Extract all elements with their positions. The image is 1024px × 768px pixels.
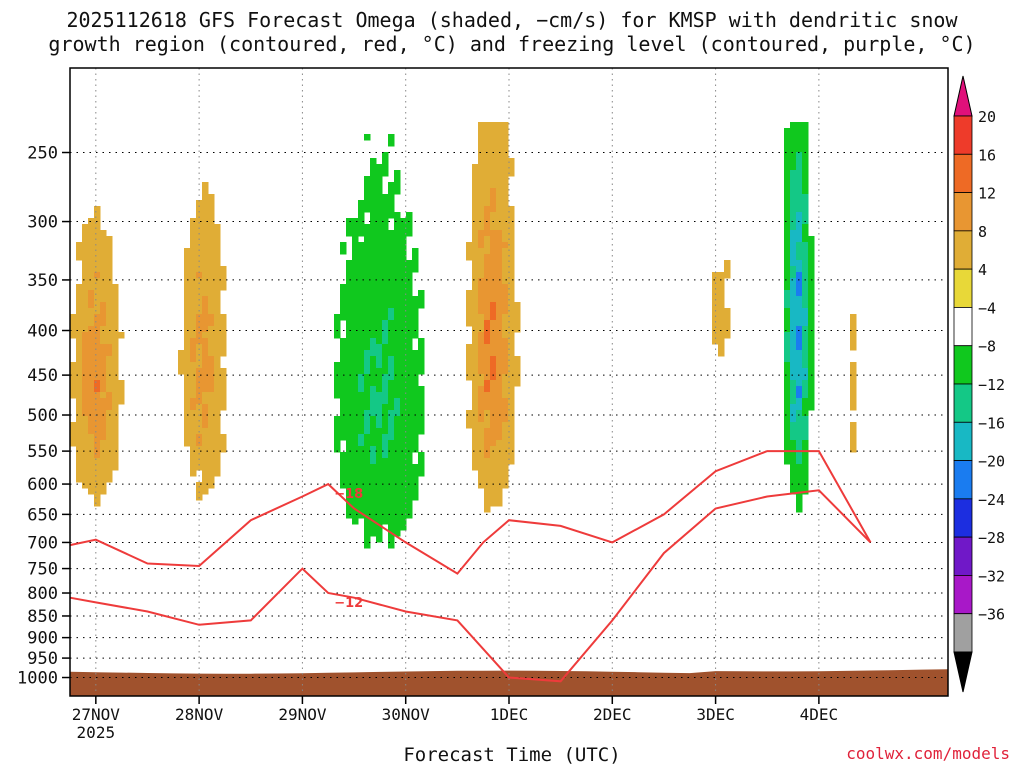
credit-link[interactable]: coolwx.com/models	[846, 744, 1010, 763]
y-tick-label-450: 450	[27, 366, 58, 386]
colorbar-swatch-11	[953, 536, 973, 576]
y-tick-label-750: 750	[27, 560, 58, 580]
colorbar-swatch-9	[953, 460, 973, 500]
colorbar-label-5: −4	[978, 299, 996, 317]
y-tick-label-800: 800	[27, 584, 58, 604]
y-tick-label-350: 350	[27, 271, 58, 291]
isotherm-label-1: −12	[334, 596, 363, 611]
colorbar-label-1: 16	[978, 146, 996, 164]
pressure-axis: 2503003504004505005506006507007508008509…	[17, 144, 70, 689]
colorbar-swatch-4	[953, 268, 973, 308]
x-tick-label-27NOV: 27NOV	[72, 705, 121, 724]
colorbar-swatch-8	[953, 421, 973, 461]
colorbar-swatch-1	[953, 153, 973, 193]
colorbar-swatch-7	[953, 383, 973, 423]
x-tick-label-4DEC: 4DEC	[800, 705, 839, 724]
colorbar-swatch-10	[953, 498, 973, 538]
x-tick-label-28NOV: 28NOV	[175, 705, 224, 724]
isotherm-line-1	[69, 489, 872, 683]
ground-surface	[70, 669, 948, 696]
colorbar-label-0: 20	[978, 108, 996, 126]
x-tick-sublabel: 2025	[77, 723, 116, 742]
chart-title-line2: growth region (contoured, red, °C) and f…	[48, 32, 976, 56]
y-tick-label-850: 850	[27, 607, 58, 627]
colorbar-label-7: −12	[978, 376, 1005, 394]
x-axis-title: Forecast Time (UTC)	[403, 744, 621, 766]
isotherm-contour-layer: −18 −12	[69, 450, 872, 683]
colorbar-label-12: −32	[978, 567, 1005, 585]
colorbar-swatch-12	[953, 575, 973, 615]
colorbar-label-4: 4	[978, 261, 987, 279]
colorbar-bottom-arrow	[953, 651, 973, 693]
colorbar-label-10: −24	[978, 491, 1005, 509]
colorbar-swatch-13	[953, 613, 973, 653]
isotherm-label-0: −18	[334, 487, 363, 502]
y-tick-label-900: 900	[27, 629, 58, 649]
x-tick-label-3DEC: 3DEC	[696, 705, 735, 724]
y-tick-label-500: 500	[27, 406, 58, 426]
x-tick-label-30NOV: 30NOV	[382, 705, 431, 724]
colorbar-label-2: 12	[978, 185, 996, 203]
colorbar-label-8: −16	[978, 414, 1005, 432]
colorbar-swatch-3	[953, 230, 973, 270]
colorbar-swatch-0	[953, 115, 973, 155]
colorbar-swatch-6	[953, 345, 973, 385]
x-tick-label-1DEC: 1DEC	[490, 705, 529, 724]
y-tick-label-650: 650	[27, 505, 58, 525]
colorbar-label-9: −20	[978, 453, 1005, 471]
colorbar-swatch-2	[953, 192, 973, 232]
y-tick-label-600: 600	[27, 475, 58, 495]
y-tick-label-400: 400	[27, 322, 58, 342]
y-tick-label-550: 550	[27, 442, 58, 462]
colorbar: 20 16 12 8 4 −4 −8 −12 −16 −20 −24 −28 −32 −36	[953, 75, 1005, 693]
grid-layer	[70, 68, 948, 696]
y-tick-label-1000: 1000	[17, 669, 58, 689]
omega-shading-layer	[70, 122, 857, 549]
y-tick-label-250: 250	[27, 144, 58, 164]
y-tick-label-300: 300	[27, 213, 58, 233]
x-tick-label-29NOV: 29NOV	[278, 705, 327, 724]
colorbar-label-3: 8	[978, 223, 987, 241]
y-tick-label-700: 700	[27, 533, 58, 553]
chart-title-line1: 2025112618 GFS Forecast Omega (shaded, −…	[66, 8, 958, 32]
colorbar-label-11: −28	[978, 529, 1005, 547]
colorbar-label-13: −36	[978, 606, 1005, 624]
isotherm-line-0	[69, 450, 872, 575]
y-tick-label-950: 950	[27, 649, 58, 669]
x-tick-label-2DEC: 2DEC	[593, 705, 632, 724]
colorbar-top-arrow	[953, 75, 973, 117]
colorbar-swatch-5	[953, 307, 973, 347]
ground-layer	[70, 669, 948, 696]
colorbar-label-6: −8	[978, 338, 996, 356]
